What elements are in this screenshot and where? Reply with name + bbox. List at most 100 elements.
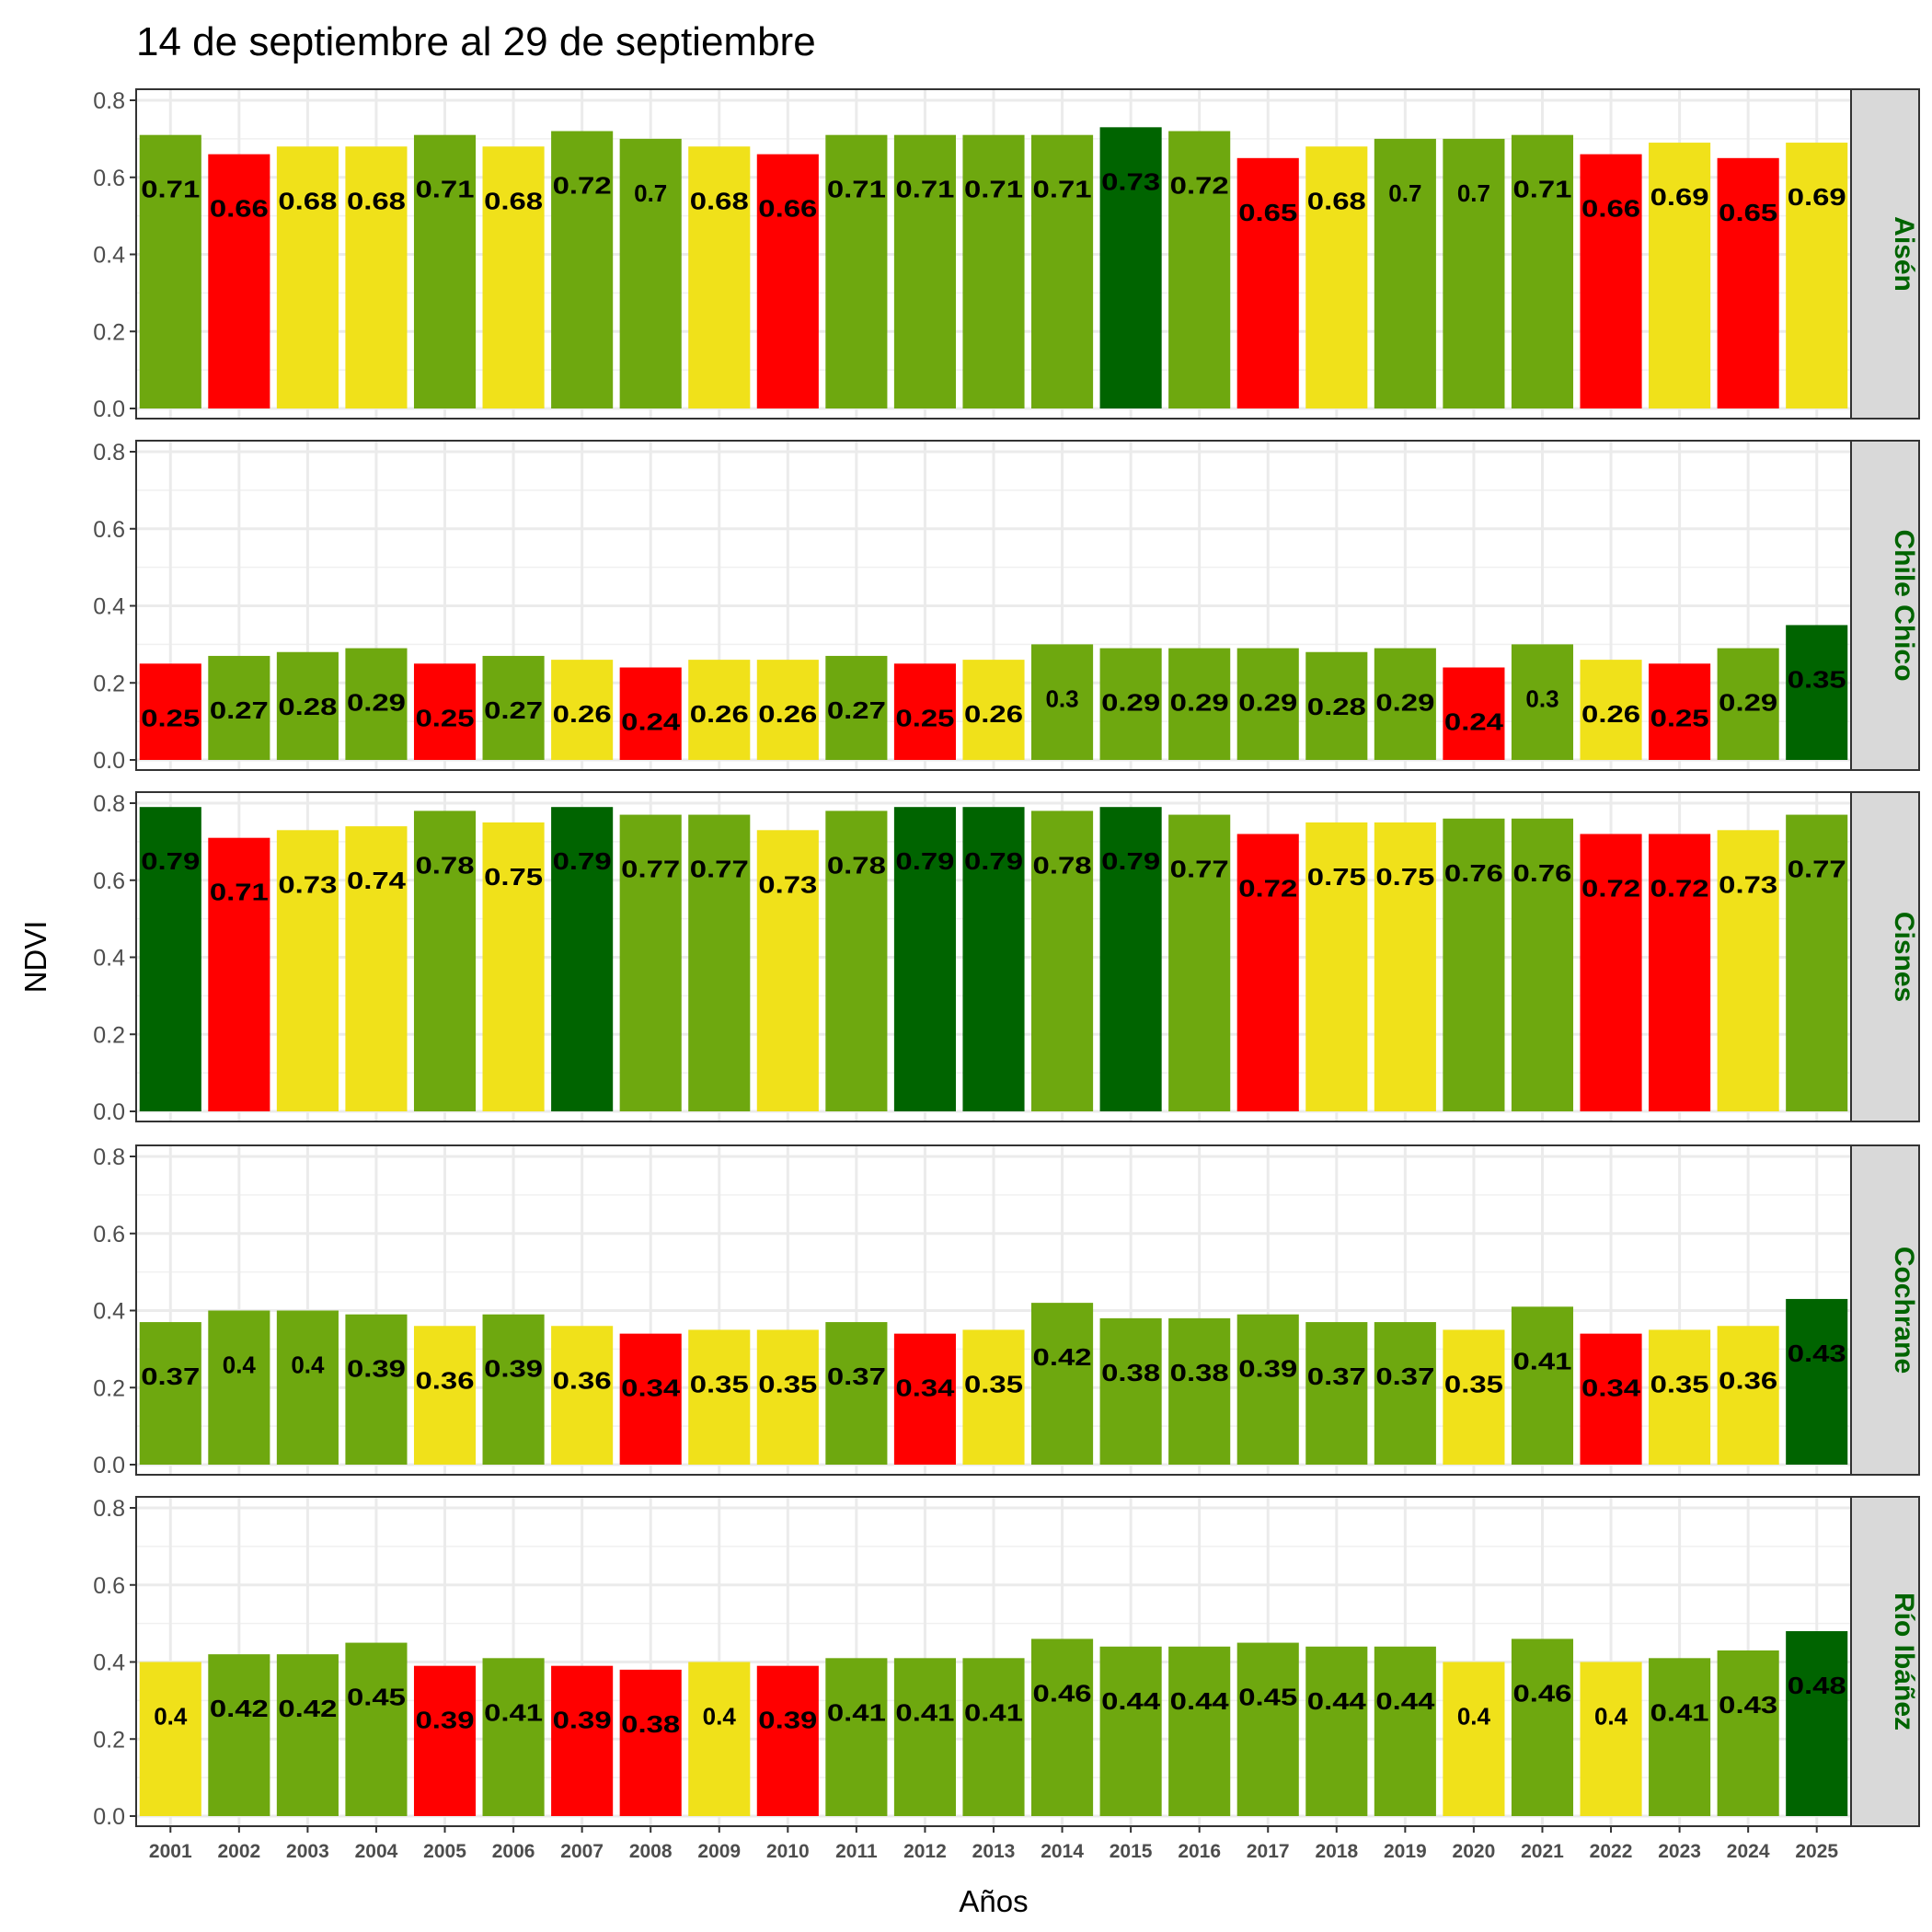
- bar-value-label: 0.29: [347, 689, 406, 717]
- bar: [551, 660, 614, 760]
- bar: [345, 648, 408, 760]
- bar: [1511, 1639, 1574, 1816]
- x-tick-label: 2008: [629, 1841, 673, 1862]
- bar: [413, 663, 477, 760]
- bar-value-label: 0.66: [1581, 195, 1640, 223]
- bar: [893, 807, 956, 1111]
- bar: [1374, 1646, 1436, 1816]
- bar: [1374, 1322, 1436, 1465]
- bar: [825, 134, 888, 408]
- bar: [688, 814, 751, 1111]
- bar-value-label: 0.37: [1375, 1363, 1434, 1390]
- bar-value-label: 0.71: [210, 879, 269, 906]
- bar-value-label: 0.26: [553, 700, 612, 728]
- bar: [208, 154, 270, 408]
- bar-value-label: 0.35: [964, 1370, 1023, 1397]
- bar-value-label: 0.4: [1594, 1703, 1628, 1731]
- bar: [619, 814, 682, 1111]
- bar: [1786, 814, 1848, 1111]
- bar-value-label: 0.3: [1525, 684, 1558, 712]
- bar: [139, 134, 201, 408]
- bar: [1031, 811, 1094, 1111]
- bar: [619, 138, 682, 408]
- bar-value-label: 0.29: [1101, 689, 1160, 717]
- bar: [825, 655, 888, 760]
- bar: [1031, 644, 1094, 760]
- bar-value-label: 0.72: [1581, 875, 1640, 903]
- bar-value-label: 0.74: [347, 867, 407, 894]
- bar-value-label: 0.36: [1719, 1366, 1777, 1394]
- bar: [139, 663, 201, 760]
- bar: [688, 146, 751, 408]
- bar-value-label: 0.44: [1170, 1687, 1230, 1715]
- y-tick-label: 0.4: [93, 594, 125, 620]
- bar-value-label: 0.76: [1444, 859, 1503, 887]
- bar: [1031, 134, 1094, 408]
- bar-value-label: 0.25: [416, 704, 475, 731]
- bar: [276, 651, 339, 760]
- y-tick-label: 0.2: [93, 1022, 125, 1048]
- bar-value-label: 0.39: [1238, 1355, 1297, 1383]
- bar-value-label: 0.41: [1650, 1698, 1709, 1726]
- bar: [1168, 1646, 1231, 1816]
- bar-value-label: 0.4: [703, 1703, 737, 1731]
- bar-value-label: 0.35: [1788, 665, 1846, 693]
- x-tick-label: 2021: [1521, 1841, 1564, 1862]
- bar-value-label: 0.46: [1512, 1679, 1571, 1707]
- y-tick-label: 0.4: [93, 243, 125, 269]
- bar-value-label: 0.75: [1375, 863, 1434, 891]
- bar-value-label: 0.4: [291, 1351, 325, 1379]
- bar: [1236, 1642, 1299, 1816]
- y-tick-label: 0.6: [93, 517, 125, 543]
- bar: [962, 807, 1025, 1111]
- bar-value-label: 0.72: [1650, 875, 1709, 903]
- bar: [1649, 1658, 1711, 1816]
- bar-value-label: 0.39: [484, 1355, 543, 1383]
- y-tick-label: 0.6: [93, 868, 125, 894]
- bar-value-label: 0.78: [416, 851, 475, 879]
- x-tick-label: 2005: [423, 1841, 466, 1862]
- bar-value-label: 0.24: [621, 708, 681, 736]
- bar-value-label: 0.79: [964, 847, 1023, 875]
- bar-value-label: 0.42: [1033, 1343, 1092, 1371]
- bar: [1099, 1646, 1162, 1816]
- bar-value-label: 0.39: [347, 1355, 406, 1383]
- bar-value-label: 0.77: [1788, 856, 1846, 883]
- bar-value-label: 0.25: [895, 704, 954, 731]
- bar-value-label: 0.39: [758, 1707, 817, 1734]
- bar-value-label: 0.36: [553, 1366, 612, 1394]
- bar: [345, 1642, 408, 1816]
- bar: [1443, 818, 1505, 1111]
- bar: [1580, 660, 1642, 760]
- facet-strip-label: Chile Chico: [1889, 529, 1919, 681]
- x-tick-label: 2022: [1590, 1841, 1633, 1862]
- bar-value-label: 0.34: [895, 1374, 955, 1402]
- bar: [551, 1665, 614, 1816]
- y-tick-label: 0.4: [93, 1650, 125, 1676]
- bar-value-label: 0.26: [964, 700, 1023, 728]
- bar: [1099, 1317, 1162, 1465]
- x-tick-label: 2013: [972, 1841, 1016, 1862]
- bar: [1443, 138, 1505, 408]
- bar-value-label: 0.26: [690, 700, 749, 728]
- bar-value-label: 0.73: [278, 870, 337, 898]
- bar: [1305, 146, 1368, 408]
- bar-value-label: 0.29: [1170, 689, 1229, 717]
- y-tick-label: 0.6: [93, 166, 125, 191]
- bar-value-label: 0.35: [1650, 1370, 1709, 1397]
- bar-value-label: 0.71: [416, 176, 475, 203]
- bar-value-label: 0.25: [1650, 704, 1709, 731]
- bar: [208, 837, 270, 1111]
- bar-value-label: 0.37: [827, 1363, 886, 1390]
- facet-strip: [1850, 791, 1920, 1122]
- y-tick-label: 0.0: [93, 1099, 125, 1125]
- bar-value-label: 0.35: [1444, 1370, 1503, 1397]
- y-tick-label: 0.6: [93, 1222, 125, 1248]
- bar: [893, 1333, 956, 1465]
- bar-value-label: 0.26: [1581, 700, 1640, 728]
- bar: [1580, 834, 1642, 1111]
- bar-value-label: 0.79: [1101, 847, 1160, 875]
- bar: [619, 1669, 682, 1816]
- bar-value-label: 0.29: [1719, 689, 1777, 717]
